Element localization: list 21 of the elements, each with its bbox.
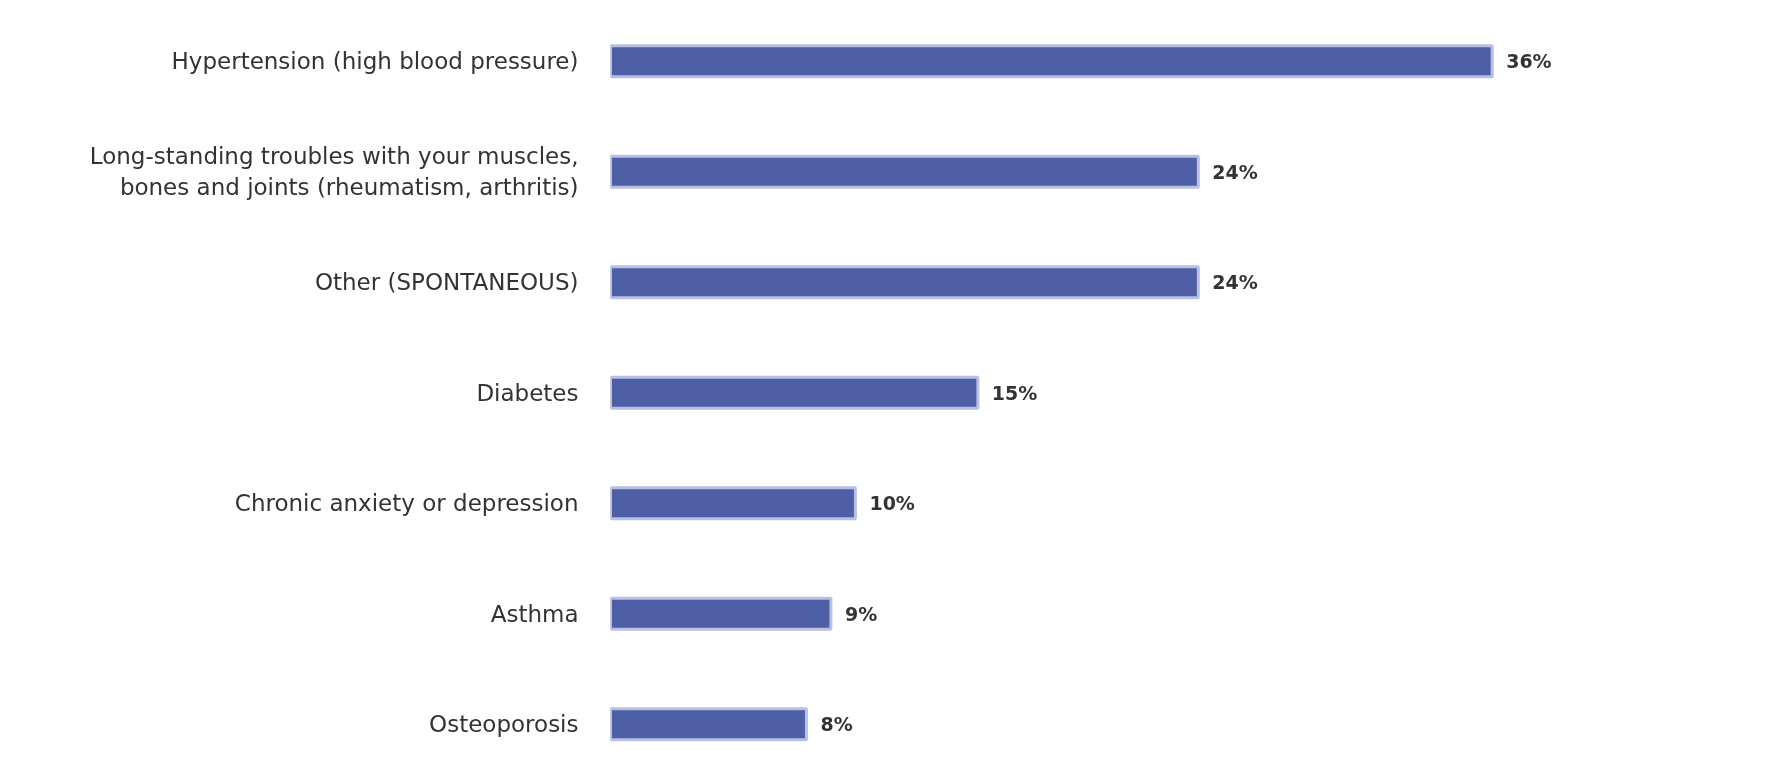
y-tick-label: Asthma — [490, 600, 579, 627]
bar — [610, 375, 980, 410]
bar — [610, 265, 1200, 300]
y-tick-label: Diabetes — [476, 379, 579, 406]
y-tick-label: Other (SPONTANEOUS) — [314, 269, 579, 296]
data-label: 9% — [844, 602, 878, 625]
y-tick-label: Hypertension (high blood pressure) — [171, 48, 579, 75]
data-label: 24% — [1212, 271, 1258, 294]
data-label: 10% — [869, 492, 915, 515]
data-label: 8% — [820, 713, 853, 736]
y-tick-label: Chronic anxiety or depression — [234, 490, 579, 517]
data-label: 15% — [991, 381, 1038, 404]
bar — [610, 596, 833, 631]
bar — [610, 486, 857, 521]
y-tick-label: Long-standing troubles with your muscles, bones and joints (rheumatism, arthritis) — [89, 143, 579, 201]
bar — [610, 707, 808, 742]
data-label: 36% — [1506, 50, 1552, 73]
data-label: 24% — [1212, 160, 1258, 183]
y-tick-label: Osteoporosis — [429, 711, 579, 738]
bar — [610, 44, 1494, 79]
bar — [610, 154, 1200, 189]
